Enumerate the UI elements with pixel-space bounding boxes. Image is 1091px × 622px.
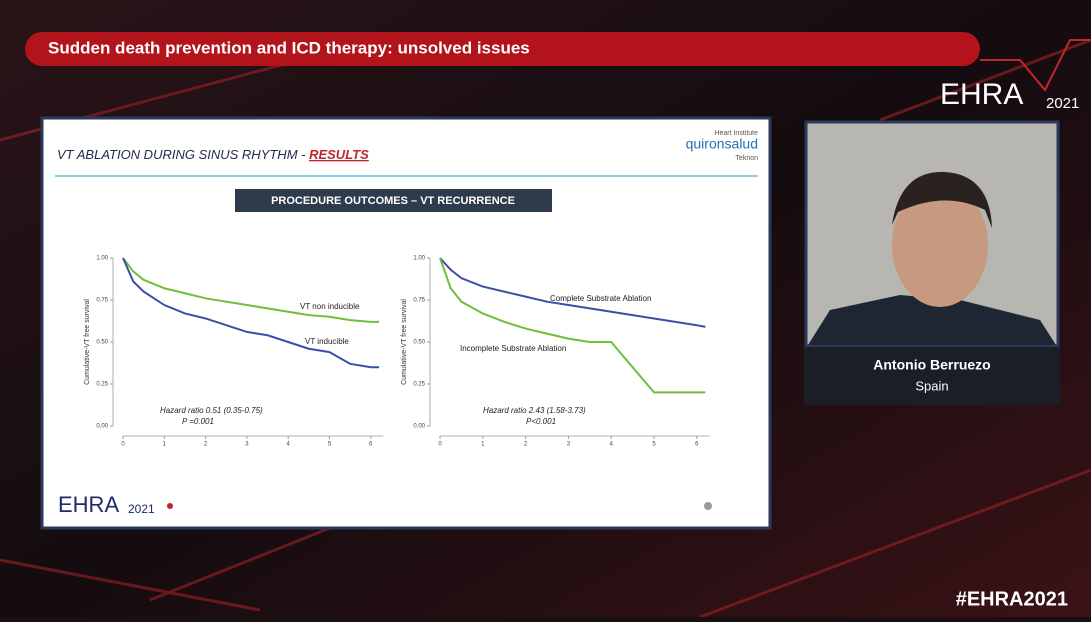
logo-top: Heart Institute	[714, 130, 758, 137]
speaker-body	[808, 295, 1056, 345]
banner	[235, 189, 552, 212]
banner-text: PROCEDURE OUTCOMES – VT RECURRENCE	[271, 195, 515, 207]
y-tick-label: 0.00	[413, 424, 425, 430]
x-tick-label: 3	[567, 442, 571, 448]
x-tick-label: 0	[438, 442, 442, 448]
ekg-line	[980, 39, 1091, 92]
logo-bottom: Teknon	[735, 155, 758, 162]
slide-nav-dot	[704, 502, 712, 510]
x-tick-label: 1	[481, 442, 485, 448]
survival-curve	[122, 257, 380, 369]
speaker-name: Antonio Berruezo	[873, 357, 990, 373]
y-tick-label: 1.00	[413, 256, 425, 262]
y-axis-label: Cumulative-VT free survival	[401, 299, 408, 385]
x-tick-label: 5	[328, 442, 332, 448]
header-bar	[25, 32, 980, 66]
y-tick-label: 0.75	[413, 298, 425, 304]
x-tick-label: 3	[245, 442, 249, 448]
annotation: P<0.001	[526, 417, 556, 426]
survival-curve	[439, 257, 706, 328]
annotation: Hazard ratio 0.51 (0.35-0.75)	[160, 406, 263, 415]
x-tick-label: 4	[287, 442, 291, 448]
x-tick-label: 0	[121, 442, 125, 448]
x-tick-label: 6	[695, 442, 699, 448]
survival-curve	[439, 257, 706, 394]
speaker-country: Spain	[915, 378, 948, 393]
speaker-hair	[892, 171, 992, 228]
series-label: Incomplete Substrate Ablation	[460, 344, 566, 353]
series-label: VT non inducible	[300, 302, 360, 311]
y-tick-label: 1.00	[96, 256, 108, 262]
y-tick-label: 0.50	[413, 340, 425, 346]
y-tick-label: 0.25	[96, 382, 108, 388]
series-label: Complete Substrate Ablation	[550, 294, 651, 303]
x-tick-label: 1	[163, 442, 167, 448]
x-tick-label: 2	[204, 442, 208, 448]
hashtag: #EHRA2021	[956, 588, 1068, 610]
y-axis-label: Cumulative-VT free survival	[84, 299, 91, 385]
slide-title-text: VT ABLATION DURING SINUS RHYTHM -	[57, 147, 309, 162]
annotation: Hazard ratio 2.43 (1.58-3.73)	[483, 406, 586, 415]
speaker-head	[892, 183, 988, 307]
y-tick-label: 0.50	[96, 340, 108, 346]
brand-name: EHRA	[940, 78, 1023, 111]
slide-title: VT ABLATION DURING SINUS RHYTHM - RESULT…	[57, 147, 369, 162]
logo-name: quironsalud	[686, 136, 758, 152]
header-title: Sudden death prevention and ICD therapy:…	[48, 38, 530, 57]
annotation: P =0.001	[182, 417, 214, 426]
y-tick-label: 0.00	[96, 424, 108, 430]
brand-year: 2021	[1046, 95, 1079, 112]
x-tick-label: 2	[524, 442, 528, 448]
background-streaks	[0, 38, 1091, 619]
x-tick-label: 4	[610, 442, 614, 448]
y-tick-label: 0.25	[413, 382, 425, 388]
survival-curve	[122, 257, 380, 323]
speaker-panel	[804, 347, 1060, 405]
y-tick-label: 0.75	[96, 298, 108, 304]
x-tick-label: 6	[369, 442, 373, 448]
slide-footer-brand: EHRA	[58, 492, 119, 517]
slide-title-link: RESULTS	[309, 147, 369, 162]
slide	[40, 116, 772, 530]
x-tick-label: 5	[652, 442, 656, 448]
slide-dot	[167, 503, 173, 509]
slide-footer-year: 2021	[128, 502, 155, 516]
series-label: VT inducible	[305, 337, 349, 346]
